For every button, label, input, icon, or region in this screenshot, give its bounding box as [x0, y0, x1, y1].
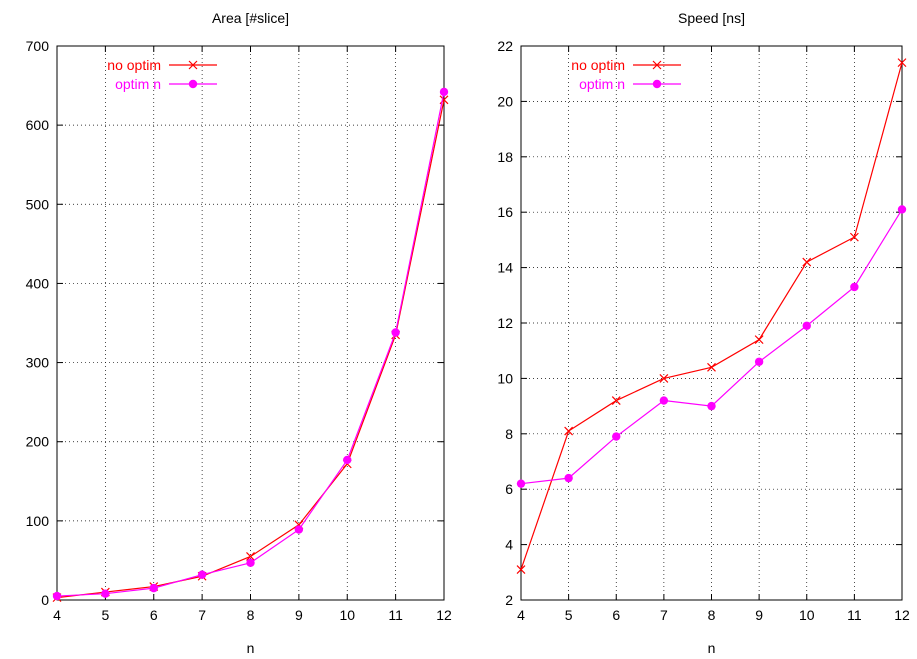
x-tick-label: 5 — [565, 607, 573, 623]
data-point — [516, 479, 526, 488]
data-point — [897, 205, 907, 214]
data-point — [52, 591, 62, 601]
y-tick-label: 12 — [497, 315, 513, 331]
y-tick-label: 14 — [497, 260, 513, 276]
data-point — [707, 401, 716, 411]
y-tick-label: 20 — [497, 93, 513, 109]
x-tick-label: 8 — [708, 607, 716, 623]
data-point — [754, 335, 764, 345]
y-tick-label: 700 — [26, 38, 50, 54]
legend-entry: no optim — [571, 57, 681, 73]
y-tick-label: 500 — [26, 196, 50, 212]
legend-entry: optim n — [115, 76, 217, 92]
legend-marker — [652, 60, 662, 70]
data-point — [246, 552, 255, 561]
chart-title: Area [#slice] — [212, 10, 289, 26]
y-tick-label: 400 — [26, 275, 50, 291]
data-point — [659, 396, 669, 405]
data-point — [707, 362, 716, 372]
y-tick-label: 100 — [26, 513, 50, 529]
y-tick-label: 16 — [497, 204, 513, 220]
data-point — [850, 282, 859, 292]
x-axis-label: n — [708, 640, 716, 656]
data-point — [197, 570, 207, 579]
series-line — [56, 91, 445, 597]
x-tick-label: 6 — [150, 607, 158, 623]
data-point — [611, 396, 621, 405]
data-point — [149, 583, 158, 593]
data-point — [802, 321, 811, 330]
data-point — [101, 589, 110, 598]
y-tick-label: 10 — [497, 370, 513, 386]
data-point — [612, 432, 621, 441]
data-point — [343, 455, 352, 465]
x-axis-label: n — [247, 640, 255, 656]
x-tick-label: 10 — [339, 607, 355, 623]
x-tick-label: 8 — [247, 607, 255, 623]
data-point — [802, 257, 812, 267]
series-optim-n — [52, 87, 449, 601]
legend-label: no optim — [107, 57, 161, 73]
x-tick-label: 11 — [847, 607, 862, 623]
legend-marker — [188, 79, 198, 89]
x-tick-label: 9 — [755, 607, 763, 623]
x-tick-label: 6 — [612, 607, 620, 623]
legend-label: optim n — [579, 76, 625, 92]
chart-title: Speed [ns] — [678, 10, 745, 26]
x-tick-label: 10 — [799, 607, 815, 623]
series-optim-n — [516, 205, 907, 488]
legend-marker — [652, 79, 662, 89]
data-point — [564, 426, 574, 436]
legend-label: optim n — [115, 76, 161, 92]
y-tick-label: 2 — [505, 592, 513, 608]
y-tick-label: 22 — [497, 38, 513, 54]
x-tick-label: 9 — [295, 607, 303, 623]
chart-1: 4 5 6 7 8 9 10 11 12 0 100 200 300 400 500 600 700 Area [… — [26, 10, 452, 656]
y-tick-label: 8 — [505, 426, 513, 442]
y-tick-label: 18 — [497, 149, 513, 165]
y-tick-label: 6 — [505, 481, 513, 497]
x-tick-label: 12 — [894, 607, 910, 623]
x-tick-label: 12 — [436, 607, 452, 623]
data-point — [897, 58, 907, 68]
x-tick-label: 7 — [198, 607, 206, 623]
x-tick-label: 4 — [53, 607, 61, 623]
data-point — [246, 558, 255, 568]
legend-entry: no optim — [107, 57, 217, 73]
x-tick-label: 5 — [101, 607, 109, 623]
data-point — [391, 328, 400, 337]
y-tick-label: 0 — [41, 592, 49, 608]
x-tick-label: 4 — [517, 607, 525, 623]
data-point — [294, 525, 304, 534]
data-point — [849, 232, 859, 242]
series-no-optim — [52, 95, 449, 603]
data-point — [564, 473, 573, 483]
series-no-optim — [516, 58, 907, 574]
y-tick-label: 200 — [26, 434, 50, 450]
legend-entry: optim n — [579, 76, 681, 92]
data-point — [439, 87, 449, 97]
legend-label: no optim — [571, 57, 625, 73]
y-tick-label: 300 — [26, 355, 50, 371]
data-point — [754, 357, 764, 366]
data-point — [516, 565, 526, 574]
x-tick-label: 7 — [660, 607, 668, 623]
data-point — [659, 373, 669, 383]
y-tick-label: 600 — [26, 117, 50, 133]
legend-marker — [188, 60, 198, 70]
x-tick-label: 11 — [388, 607, 403, 623]
y-tick-label: 4 — [505, 537, 513, 553]
